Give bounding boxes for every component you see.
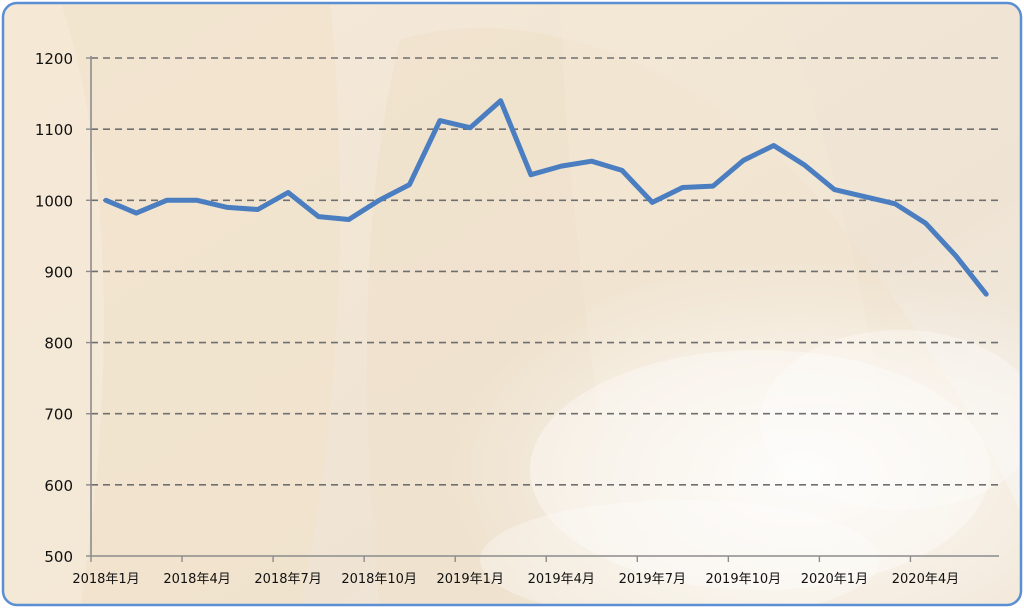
gridlines [91, 57, 999, 486]
x-tick-label: 2018年4月 [163, 572, 230, 587]
series-line [103, 98, 989, 297]
y-tick-label: 700 [44, 406, 73, 424]
x-tick-label: 2018年10月 [341, 572, 417, 587]
x-tick-label: 2019年10月 [706, 572, 782, 587]
x-tick-label: 2020年1月 [801, 572, 868, 587]
y-tick-label: 600 [44, 477, 73, 495]
y-tick-labels: 500 600 700 800 900 1000 1100 1200 [35, 50, 73, 566]
x-tick-label: 2018年7月 [254, 572, 321, 587]
y-tick-label: 500 [44, 548, 73, 566]
x-tick-labels: 2018年1月 2018年4月 2018年7月 2018年10月 2019年1月 2019… [72, 572, 959, 587]
x-tick-label: 2019年4月 [528, 572, 595, 587]
x-tick-label: 2019年1月 [437, 572, 504, 587]
axes [86, 56, 999, 562]
y-tick-label: 800 [44, 335, 73, 353]
y-tick-label: 900 [44, 263, 73, 281]
y-tick-label: 1100 [35, 121, 73, 139]
y-tick-label: 1000 [35, 192, 73, 210]
series-layer [103, 98, 989, 297]
x-tick-label: 2020年4月 [892, 572, 959, 587]
x-tick-label: 2019年7月 [619, 572, 686, 587]
y-tick-label: 1200 [35, 50, 73, 68]
x-tick-label: 2018年1月 [72, 572, 139, 587]
